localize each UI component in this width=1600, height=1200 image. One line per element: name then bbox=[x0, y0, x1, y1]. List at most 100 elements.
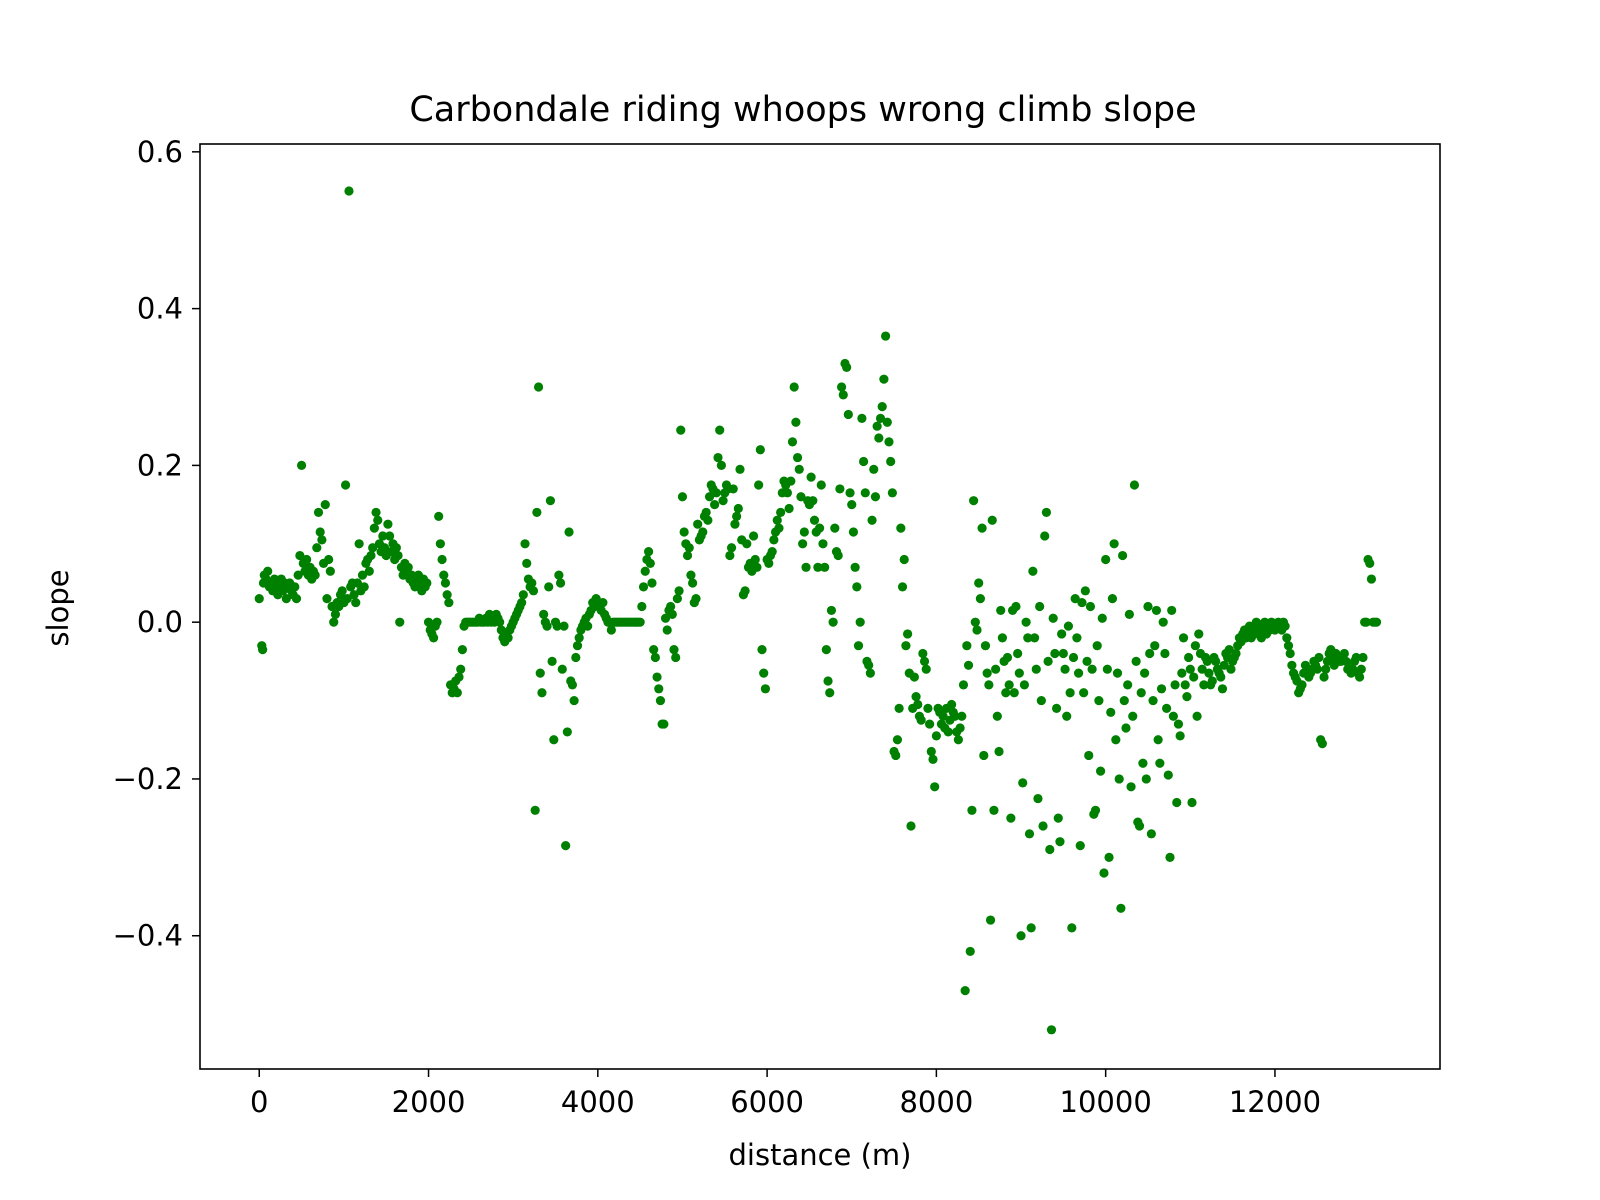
data-point bbox=[320, 499, 330, 510]
data-point bbox=[715, 425, 725, 435]
data-point bbox=[647, 578, 657, 588]
data-point bbox=[975, 594, 986, 604]
data-point bbox=[767, 547, 777, 557]
data-point bbox=[391, 543, 401, 553]
data-point bbox=[825, 688, 835, 698]
data-point bbox=[1134, 821, 1145, 831]
data-point bbox=[1217, 684, 1228, 694]
data-point bbox=[662, 625, 672, 635]
data-point bbox=[684, 543, 694, 553]
data-point bbox=[1067, 923, 1077, 933]
data-point bbox=[437, 554, 447, 565]
data-point bbox=[947, 699, 957, 710]
data-point bbox=[364, 566, 374, 576]
data-point bbox=[894, 703, 904, 714]
data-point bbox=[457, 645, 467, 655]
data-point bbox=[1060, 664, 1070, 674]
data-point bbox=[798, 539, 808, 549]
data-point bbox=[395, 617, 405, 627]
data-point bbox=[1231, 648, 1241, 659]
data-point bbox=[559, 621, 569, 631]
data-point bbox=[1145, 648, 1155, 659]
data-point bbox=[1058, 648, 1068, 659]
data-point bbox=[1040, 531, 1050, 541]
data-point bbox=[1079, 688, 1089, 698]
data-point bbox=[674, 586, 684, 596]
data-point bbox=[921, 664, 931, 674]
data-point bbox=[1314, 652, 1324, 663]
data-point bbox=[1021, 617, 1031, 627]
data-point bbox=[732, 511, 742, 521]
data-point bbox=[644, 547, 654, 557]
data-point bbox=[1354, 672, 1365, 682]
data-point bbox=[985, 915, 996, 925]
data-point bbox=[869, 464, 879, 474]
data-point bbox=[916, 715, 926, 725]
data-point bbox=[682, 550, 693, 561]
data-point bbox=[1099, 868, 1109, 878]
data-point bbox=[312, 543, 322, 553]
data-point bbox=[562, 727, 572, 737]
data-point bbox=[291, 594, 302, 604]
data-point bbox=[814, 523, 825, 533]
data-point bbox=[1051, 703, 1062, 714]
y-tick-label: 0.4 bbox=[137, 292, 183, 326]
data-point bbox=[1065, 688, 1075, 698]
data-point bbox=[710, 499, 720, 510]
data-point bbox=[1143, 601, 1153, 612]
data-point bbox=[821, 645, 831, 655]
data-point bbox=[655, 695, 666, 706]
x-tick-label: 0 bbox=[250, 1085, 268, 1119]
data-point bbox=[542, 621, 552, 631]
data-point bbox=[1043, 656, 1053, 666]
data-point bbox=[818, 539, 828, 549]
data-point bbox=[1106, 707, 1116, 717]
data-point bbox=[874, 433, 884, 443]
data-point bbox=[943, 727, 953, 737]
data-point bbox=[1004, 680, 1014, 690]
data-point bbox=[598, 597, 608, 608]
data-point bbox=[1112, 668, 1123, 678]
data-point bbox=[754, 480, 764, 490]
data-point bbox=[254, 594, 264, 604]
data-point bbox=[842, 362, 852, 373]
data-point bbox=[801, 562, 811, 572]
x-axis: 0 2000 4000 6000 8000 10000 12000 bbox=[250, 1069, 1321, 1119]
data-point bbox=[371, 507, 381, 518]
data-point bbox=[857, 413, 867, 423]
data-point bbox=[315, 527, 325, 537]
data-point bbox=[676, 425, 686, 435]
data-point bbox=[1153, 735, 1163, 745]
data-point bbox=[1158, 617, 1168, 627]
data-point bbox=[881, 331, 891, 341]
data-point bbox=[1084, 750, 1094, 761]
data-point bbox=[1168, 711, 1178, 721]
data-point bbox=[958, 680, 969, 690]
y-tick-label: 0.6 bbox=[137, 135, 183, 169]
data-point bbox=[1075, 840, 1085, 851]
data-point bbox=[1199, 680, 1209, 690]
data-point bbox=[1226, 664, 1236, 674]
data-point bbox=[567, 680, 578, 690]
data-point bbox=[809, 515, 820, 525]
data-point bbox=[974, 578, 984, 588]
data-point bbox=[659, 719, 669, 729]
data-point bbox=[838, 390, 848, 400]
data-point bbox=[789, 382, 799, 392]
data-point bbox=[725, 550, 735, 561]
data-point bbox=[1009, 688, 1019, 698]
data-point bbox=[654, 684, 664, 694]
data-point bbox=[816, 480, 826, 490]
data-point bbox=[533, 382, 544, 392]
data-point bbox=[1224, 645, 1234, 655]
data-point bbox=[1124, 609, 1134, 619]
data-point bbox=[1365, 558, 1375, 568]
data-point bbox=[1092, 641, 1102, 651]
data-point bbox=[340, 480, 351, 490]
data-point bbox=[456, 664, 466, 674]
data-point bbox=[772, 515, 782, 525]
data-point bbox=[886, 456, 896, 467]
y-tick-label: 0.2 bbox=[137, 448, 183, 482]
data-point bbox=[877, 402, 887, 412]
data-point bbox=[503, 633, 513, 643]
